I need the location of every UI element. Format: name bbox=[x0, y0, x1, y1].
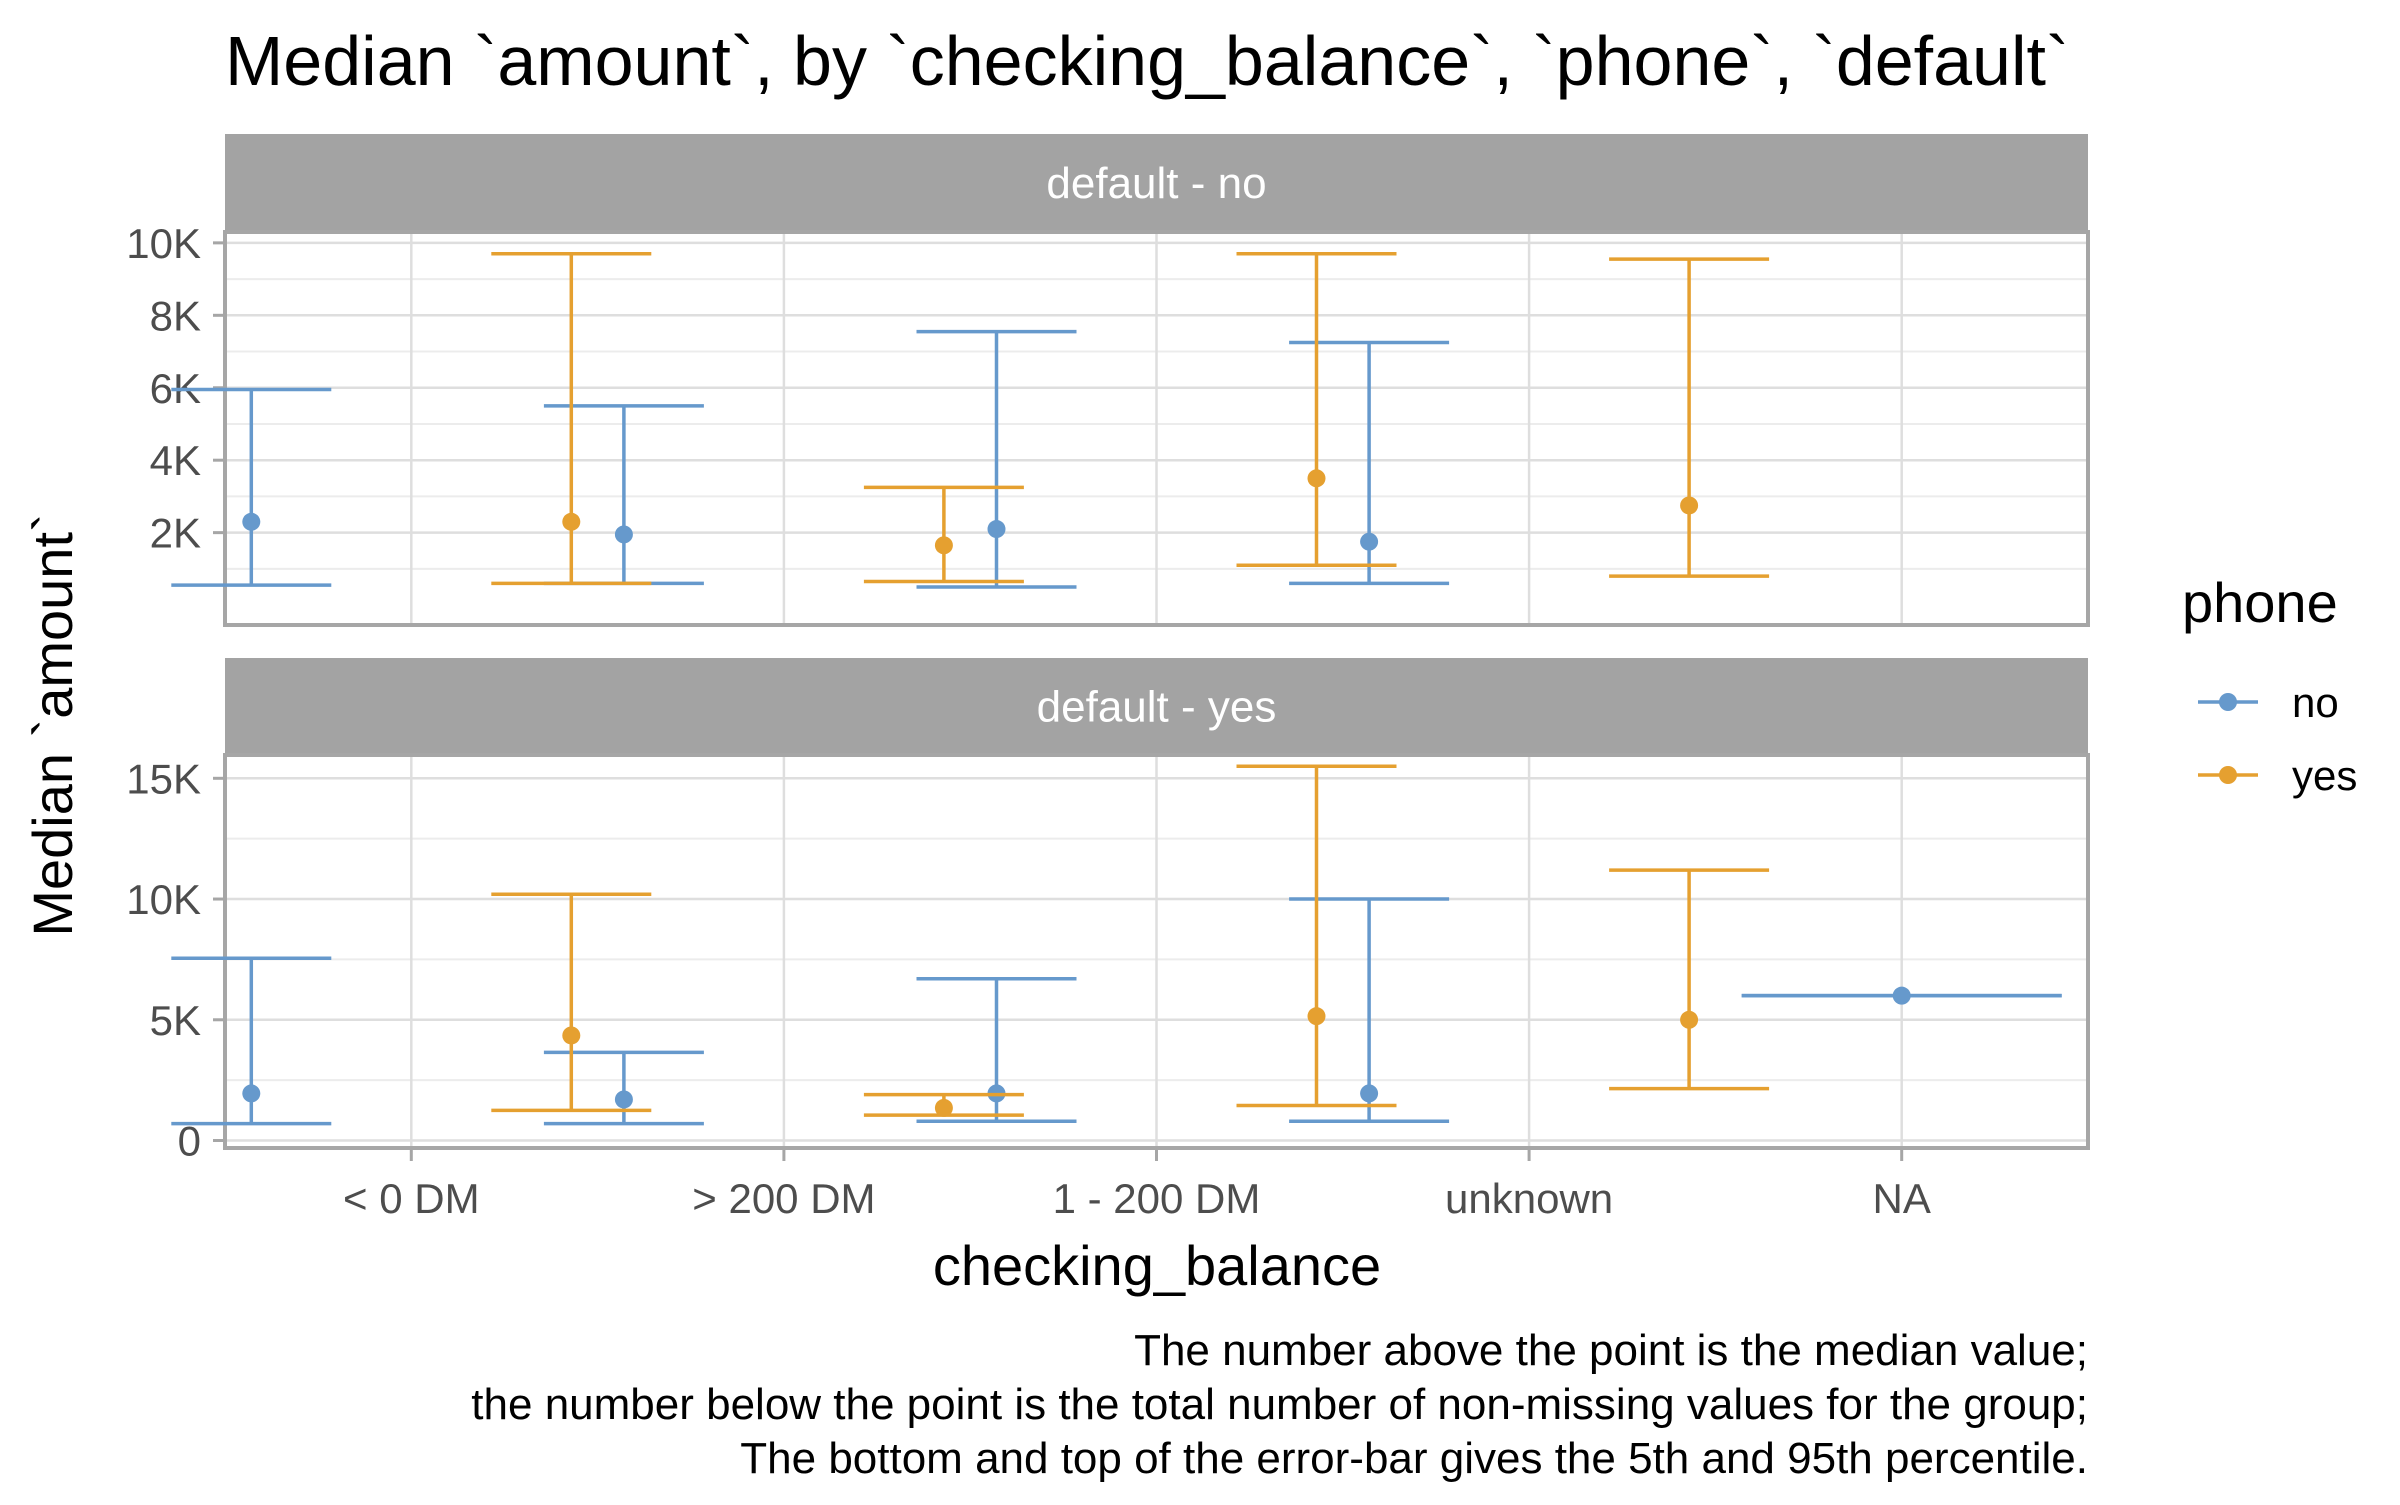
median-point bbox=[242, 512, 261, 531]
legend-title: phone bbox=[2182, 571, 2338, 634]
y-tick-label: 15K bbox=[126, 755, 201, 802]
x-tick-label: NA bbox=[1873, 1175, 1931, 1222]
legend-key-point bbox=[2219, 766, 2237, 784]
legend-label: no bbox=[2292, 679, 2339, 726]
y-tick-label: 10K bbox=[126, 876, 201, 923]
facet-strip bbox=[225, 658, 2088, 755]
x-tick-label: unknown bbox=[1445, 1175, 1613, 1222]
y-axis-title: Median `amount` bbox=[21, 513, 84, 936]
caption: The number above the point is the median… bbox=[471, 1326, 2088, 1483]
median-point bbox=[562, 512, 581, 531]
median-point bbox=[934, 1098, 953, 1117]
legend-label: yes bbox=[2292, 752, 2357, 799]
series-yes bbox=[491, 764, 1770, 1117]
y-tick-label: 4K bbox=[150, 437, 201, 484]
caption-line: the number below the point is the total … bbox=[471, 1380, 2088, 1429]
y-tick-label: 0 bbox=[178, 1118, 201, 1165]
median-point bbox=[1360, 532, 1379, 551]
median-point bbox=[1307, 469, 1326, 488]
median-point bbox=[1360, 1084, 1379, 1103]
series-no bbox=[171, 329, 1450, 589]
y-tick-label: 2K bbox=[150, 510, 201, 557]
y-tick-label: 10K bbox=[126, 220, 201, 267]
panel-1: default - yes 0 5K 10K 15K bbox=[126, 658, 2090, 1165]
legend: phone no yes bbox=[2182, 571, 2357, 799]
series-yes bbox=[491, 251, 1770, 586]
median-point bbox=[1680, 496, 1699, 515]
median-point bbox=[1680, 1010, 1699, 1029]
median-point bbox=[562, 1026, 581, 1045]
median-point bbox=[1892, 986, 1911, 1005]
caption-line: The number above the point is the median… bbox=[1134, 1326, 2088, 1375]
y-tick-label: 8K bbox=[150, 292, 201, 339]
x-tick-label: < 0 DM bbox=[343, 1175, 480, 1222]
x-tick-label: > 200 DM bbox=[692, 1175, 875, 1222]
series-no bbox=[171, 897, 2062, 1126]
median-point bbox=[242, 1084, 261, 1103]
x-axis: < 0 DM > 200 DM 1 - 200 DM unknown NA bbox=[343, 1148, 1931, 1222]
median-point bbox=[614, 525, 633, 544]
facet-strip bbox=[225, 134, 2088, 232]
facet-strip-label: default - yes bbox=[1037, 683, 1277, 732]
legend-key-point bbox=[2219, 693, 2237, 711]
x-axis-title: checking_balance bbox=[933, 1234, 1381, 1297]
median-point bbox=[934, 536, 953, 555]
legend-entry-no: no bbox=[2198, 679, 2339, 726]
median-point bbox=[614, 1090, 633, 1109]
caption-line: The bottom and top of the error-bar give… bbox=[740, 1434, 2088, 1483]
y-tick-label: 5K bbox=[150, 997, 201, 1044]
median-point bbox=[1307, 1007, 1326, 1026]
panel-border bbox=[223, 230, 2090, 627]
x-tick-label: 1 - 200 DM bbox=[1053, 1175, 1261, 1222]
chart-title: Median `amount`, by `checking_balance`, … bbox=[225, 22, 2069, 100]
legend-entry-yes: yes bbox=[2198, 752, 2357, 799]
median-point bbox=[987, 520, 1006, 539]
facet-strip-label: default - no bbox=[1046, 159, 1266, 208]
